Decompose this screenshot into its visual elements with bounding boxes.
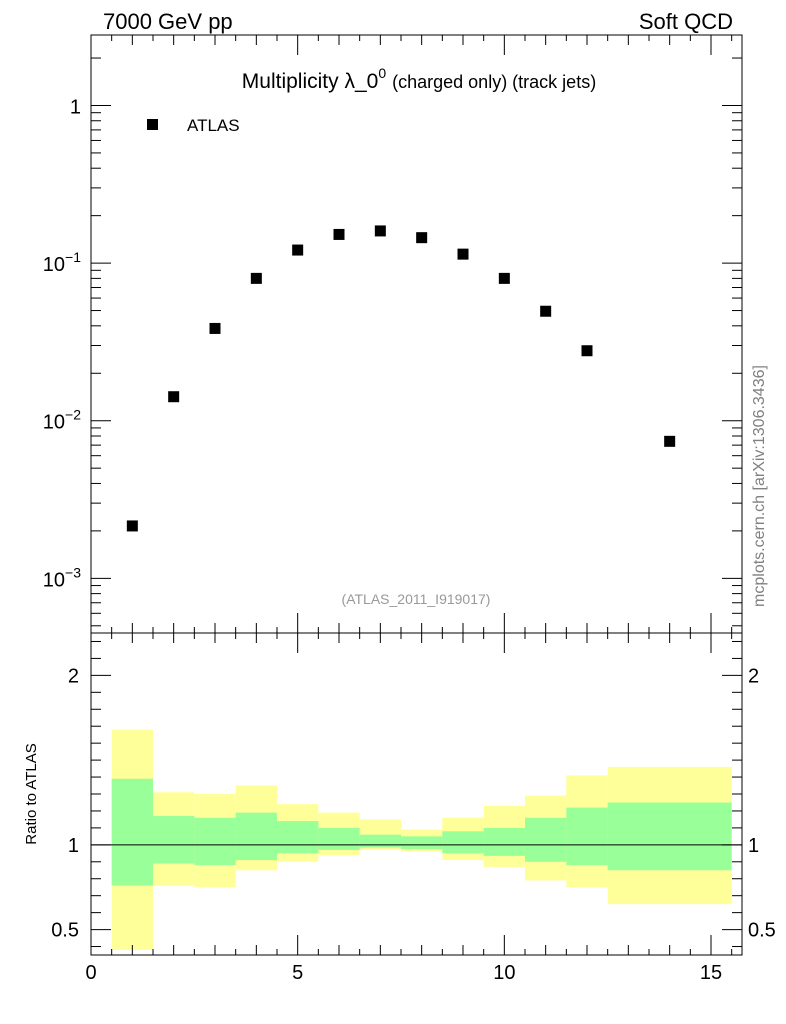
ratio-panel-y-axis: 0.5 0.5 1 1 2 2 — [51, 640, 776, 948]
ratio-y-axis-label: Ratio to ATLAS — [23, 743, 40, 844]
data-point — [168, 391, 180, 403]
main-y-tick-label: 10−2 — [43, 407, 81, 434]
ratio-inner-band — [235, 812, 277, 861]
x-tick-label: 15 — [700, 962, 722, 984]
ratio-inner-band — [607, 802, 732, 871]
ratio-y-tick-label-right: 0.5 — [748, 920, 776, 942]
ratio-inner-band — [153, 816, 195, 864]
side-source-label: mcplots.cern.ch [arXiv:1306.3436] — [751, 365, 768, 607]
legend-marker-atlas — [147, 119, 158, 130]
main-y-tick-label: 10−3 — [43, 564, 81, 591]
data-point — [374, 225, 386, 237]
chart-title-main: Multiplicity λ_0 — [242, 70, 379, 93]
main-y-tick-label-exponent: −2 — [65, 407, 81, 423]
header-right-label: Soft QCD — [639, 9, 733, 34]
legend-label-atlas: ATLAS — [187, 116, 240, 135]
main-y-tick-label: 10−1 — [43, 249, 81, 276]
ratio-inner-band — [525, 817, 567, 862]
data-point — [457, 248, 469, 260]
main-panel-y-axis: 110−110−210−3 — [43, 57, 742, 627]
main-y-tick-label-base: 10 — [43, 412, 65, 434]
main-y-tick-label-exponent: −3 — [65, 564, 81, 580]
ratio-panel-x-axis: 0 5 10 15 — [85, 633, 733, 984]
ratio-bands — [111, 729, 732, 950]
ratio-inner-band — [194, 817, 236, 866]
data-point — [540, 305, 552, 317]
main-panel-x-ticks — [90, 35, 733, 633]
data-point — [292, 244, 304, 256]
ratio-inner-band — [401, 836, 443, 850]
main-y-tick-label-base: 1 — [70, 96, 81, 118]
main-y-tick-label-base: 10 — [43, 254, 65, 276]
x-tick-label: 5 — [292, 962, 303, 984]
chart-title: Multiplicity λ_00 (charged only) (track j… — [242, 65, 596, 93]
main-y-tick-label-exponent: −1 — [65, 249, 81, 265]
data-point — [209, 322, 221, 334]
ratio-y-tick-label-left: 2 — [68, 665, 79, 687]
ratio-inner-band — [111, 778, 153, 886]
x-tick-label: 10 — [493, 962, 515, 984]
main-y-tick-label: 1 — [70, 96, 81, 118]
analysis-id-label: (ATLAS_2011_I919017) — [342, 591, 491, 607]
data-point — [664, 435, 676, 447]
data-point — [498, 272, 510, 284]
ratio-y-tick-label-right: 2 — [748, 665, 759, 687]
main-panel-series-atlas — [126, 225, 676, 532]
chart-title-suffix: (charged only) (track jets) — [392, 72, 596, 92]
data-point — [250, 272, 262, 284]
legend: ATLAS — [147, 116, 240, 135]
main-y-tick-label-base: 10 — [43, 569, 65, 591]
ratio-inner-band — [359, 834, 401, 848]
data-point — [416, 232, 428, 244]
chart-title-superscript: 0 — [378, 65, 386, 81]
ratio-inner-band — [483, 827, 525, 856]
ratio-y-tick-label-right: 1 — [748, 835, 759, 857]
ratio-inner-band — [442, 831, 484, 854]
data-point — [333, 228, 345, 240]
ratio-inner-band — [277, 821, 319, 854]
header-left-label: 7000 GeV pp — [103, 9, 233, 34]
ratio-inner-band — [566, 807, 608, 866]
data-point — [126, 520, 138, 532]
data-point — [581, 345, 593, 357]
ratio-inner-band — [318, 827, 360, 850]
ratio-y-tick-label-left: 0.5 — [51, 920, 79, 942]
ratio-y-tick-label-left: 1 — [68, 835, 79, 857]
x-tick-label: 0 — [85, 962, 96, 984]
